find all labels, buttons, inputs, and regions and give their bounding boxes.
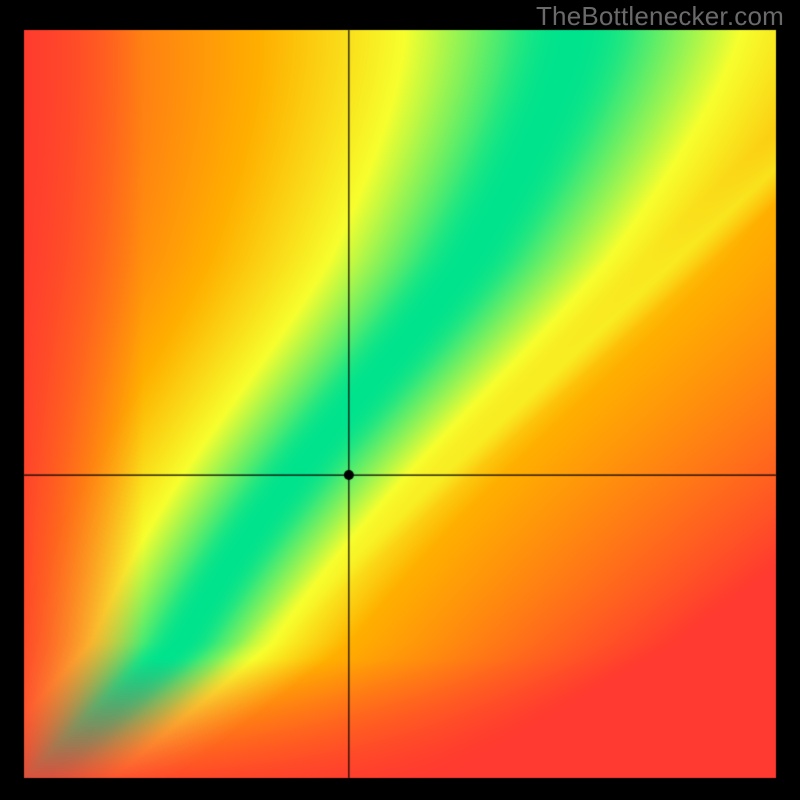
watermark-text: TheBottlenecker.com — [536, 1, 784, 32]
crosshair-overlay — [0, 0, 800, 800]
chart-container: TheBottlenecker.com — [0, 0, 800, 800]
